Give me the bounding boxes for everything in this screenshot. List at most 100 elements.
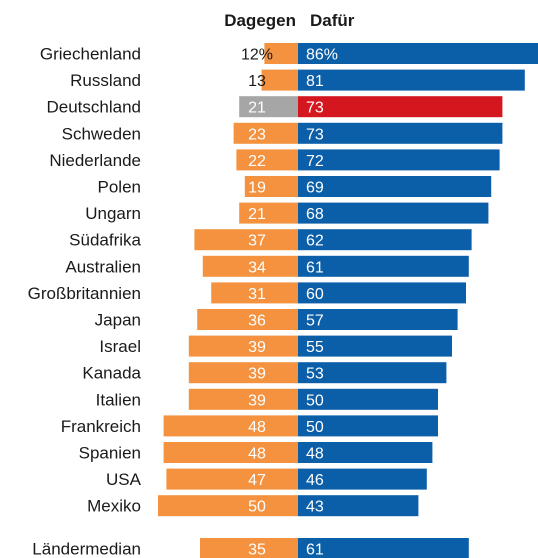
row-1-bar-for bbox=[298, 69, 525, 91]
row-0-value-against: 12% bbox=[241, 47, 273, 64]
row-6-value-against: 21 bbox=[248, 206, 266, 223]
row-10-label: Japan bbox=[95, 311, 141, 330]
row-11-label: Israel bbox=[99, 337, 141, 356]
row-14-bar-for bbox=[298, 415, 438, 437]
row-6-bar-against bbox=[239, 202, 298, 224]
median-row-bar-for bbox=[298, 538, 469, 558]
row-15-value-against: 48 bbox=[248, 446, 266, 463]
row-6-bar-for bbox=[298, 202, 489, 224]
row-7-label: Südafrika bbox=[69, 231, 141, 250]
row-5-value-for: 69 bbox=[306, 180, 324, 197]
row-16-value-against: 47 bbox=[248, 472, 266, 489]
row-13-value-for: 50 bbox=[306, 392, 324, 409]
row-9-bar-for bbox=[298, 282, 466, 304]
row-8-value-against: 34 bbox=[248, 259, 266, 276]
row-15-value-for: 48 bbox=[306, 446, 324, 463]
row-2-bar-for bbox=[298, 96, 503, 118]
row-13-value-against: 39 bbox=[248, 392, 266, 409]
row-2-value-for: 73 bbox=[306, 100, 324, 117]
row-17-label: Mexiko bbox=[87, 497, 141, 516]
row-12-value-against: 39 bbox=[248, 366, 266, 383]
median-row-label: Ländermedian bbox=[32, 540, 141, 558]
row-13-bar-for bbox=[298, 388, 438, 410]
row-7-value-against: 37 bbox=[248, 233, 266, 250]
median-row-value-for: 61 bbox=[306, 542, 324, 558]
row-12-bar-for bbox=[298, 362, 447, 384]
row-2-label: Deutschland bbox=[46, 98, 141, 117]
row-14-bar-against bbox=[163, 415, 298, 437]
row-3-value-against: 23 bbox=[248, 126, 266, 143]
row-7-value-for: 62 bbox=[306, 233, 324, 250]
row-9-label: Großbritannien bbox=[28, 284, 141, 303]
row-12-value-for: 53 bbox=[306, 366, 324, 383]
row-17-value-against: 50 bbox=[248, 499, 266, 516]
row-11-bar-against bbox=[188, 335, 298, 357]
row-11-value-against: 39 bbox=[248, 339, 266, 356]
row-11-value-for: 55 bbox=[306, 339, 324, 356]
row-4-label: Niederlande bbox=[49, 151, 141, 170]
row-0-bar-against bbox=[264, 43, 298, 64]
row-17-bar-for bbox=[298, 495, 419, 517]
row-12-bar-against bbox=[188, 362, 298, 384]
row-7-bar-against bbox=[194, 229, 298, 251]
row-15-bar-for bbox=[298, 442, 433, 463]
row-9-value-for: 60 bbox=[306, 286, 324, 303]
row-11-bar-for bbox=[298, 335, 452, 357]
median-row-value-against: 35 bbox=[248, 542, 266, 558]
row-4-bar-for bbox=[298, 149, 500, 171]
row-9-value-against: 31 bbox=[248, 286, 266, 303]
row-0-label: Griechenland bbox=[40, 45, 141, 64]
row-16-bar-against bbox=[166, 468, 298, 490]
row-15-bar-against bbox=[163, 442, 298, 463]
row-5-bar-against bbox=[244, 176, 298, 197]
row-12-label: Kanada bbox=[82, 364, 141, 383]
row-10-bar-for bbox=[298, 309, 458, 330]
row-16-label: USA bbox=[106, 470, 142, 489]
row-10-value-against: 36 bbox=[248, 313, 266, 330]
row-3-bar-against bbox=[233, 122, 298, 144]
row-2-value-against: 21 bbox=[248, 100, 266, 117]
row-15-label: Spanien bbox=[79, 444, 141, 463]
row-4-bar-against bbox=[236, 149, 298, 171]
row-0-value-for: 86% bbox=[306, 47, 338, 64]
row-8-label: Australien bbox=[65, 257, 141, 276]
row-6-value-for: 68 bbox=[306, 206, 324, 223]
row-3-bar-for bbox=[298, 122, 503, 144]
chart-rows: Griechenland 12% 86% Russland 13 81 Deutschlan… bbox=[28, 43, 538, 558]
row-5-value-against: 19 bbox=[248, 180, 266, 197]
row-1-label: Russland bbox=[70, 71, 141, 90]
header-against: Dagegen bbox=[224, 11, 296, 30]
row-1-value-for: 81 bbox=[306, 73, 324, 90]
row-4-value-for: 72 bbox=[306, 153, 324, 170]
row-5-label: Polen bbox=[98, 178, 141, 197]
row-8-bar-for bbox=[298, 255, 469, 277]
row-7-bar-for bbox=[298, 229, 472, 251]
row-5-bar-for bbox=[298, 176, 492, 197]
row-1-bar-against bbox=[261, 69, 298, 91]
row-16-value-for: 46 bbox=[306, 472, 324, 489]
row-6-label: Ungarn bbox=[85, 204, 141, 223]
row-14-value-against: 48 bbox=[248, 419, 266, 436]
column-headers: Dagegen Dafür bbox=[224, 11, 355, 30]
median-row-bar-against bbox=[200, 538, 298, 558]
row-13-label: Italien bbox=[96, 390, 141, 409]
row-17-value-for: 43 bbox=[306, 499, 324, 516]
row-1-value-against: 13 bbox=[248, 73, 266, 90]
row-0-bar-for bbox=[298, 43, 538, 64]
row-8-bar-against bbox=[202, 255, 298, 277]
row-3-value-for: 73 bbox=[306, 126, 324, 143]
row-10-value-for: 57 bbox=[306, 313, 324, 330]
row-14-label: Frankreich bbox=[61, 417, 141, 436]
row-14-value-for: 50 bbox=[306, 419, 324, 436]
row-3-label: Schweden bbox=[62, 124, 141, 143]
row-9-bar-against bbox=[211, 282, 298, 304]
row-13-bar-against bbox=[188, 388, 298, 410]
row-4-value-against: 22 bbox=[248, 153, 266, 170]
row-17-bar-against bbox=[158, 495, 298, 517]
row-16-bar-for bbox=[298, 468, 427, 490]
header-for: Dafür bbox=[310, 11, 355, 30]
row-10-bar-against bbox=[197, 309, 298, 330]
row-2-bar-against bbox=[239, 96, 298, 118]
row-8-value-for: 61 bbox=[306, 259, 324, 276]
